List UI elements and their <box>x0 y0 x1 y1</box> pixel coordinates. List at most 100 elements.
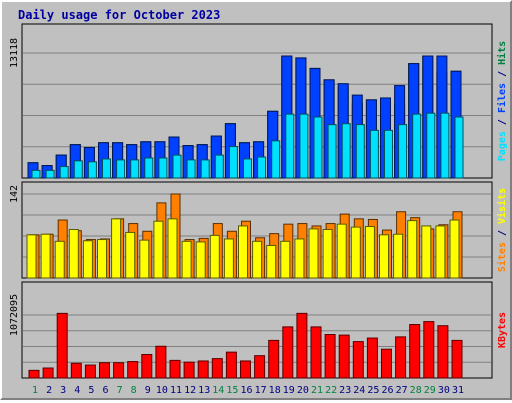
bar-kbytes-19 <box>282 326 294 379</box>
bar-visits-16 <box>238 225 248 279</box>
axis-max-label-hits_files_pages: 13118 <box>9 38 20 68</box>
bar-kbytes-18 <box>268 339 280 379</box>
legend-part-kbytes-0: KBytes <box>497 312 508 348</box>
bar-kbytes-13 <box>197 360 209 379</box>
legend-part-sites_visits-2: Visits <box>496 188 508 224</box>
bar-visits-17 <box>252 240 263 279</box>
bar-kbytes-2 <box>42 367 54 379</box>
bar-visits-2 <box>40 233 51 279</box>
bar-hits-2 <box>45 169 55 179</box>
day-label-14: 14 <box>212 385 224 396</box>
day-label-11: 11 <box>170 385 182 396</box>
day-label-17: 17 <box>255 385 267 396</box>
bar-hits-17 <box>257 156 267 179</box>
bar-visits-19 <box>280 240 291 279</box>
day-label-10: 10 <box>156 385 168 396</box>
day-label-9: 9 <box>145 385 151 396</box>
bar-visits-24 <box>350 226 361 279</box>
bar-kbytes-23 <box>338 334 350 379</box>
day-label-5: 5 <box>88 385 94 396</box>
day-label-4: 4 <box>74 385 80 396</box>
bar-hits-31 <box>454 116 464 179</box>
day-label-19: 19 <box>283 385 295 396</box>
day-label-12: 12 <box>184 385 196 396</box>
bar-kbytes-27 <box>395 336 407 379</box>
bar-hits-18 <box>271 140 281 179</box>
bar-visits-5 <box>82 240 93 279</box>
day-label-26: 26 <box>381 385 393 396</box>
bar-kbytes-4 <box>70 362 82 379</box>
bar-hits-4 <box>73 160 83 179</box>
day-label-3: 3 <box>60 385 66 396</box>
day-label-21: 21 <box>311 385 323 396</box>
bar-kbytes-20 <box>296 312 308 379</box>
bar-visits-18 <box>266 244 277 279</box>
bar-visits-22 <box>322 228 333 279</box>
legend-part-hits_files_pages-2: Files <box>496 83 508 113</box>
bar-visits-28 <box>407 220 418 279</box>
bar-kbytes-6 <box>99 362 110 379</box>
bar-visits-12 <box>181 240 192 279</box>
daily-usage-chart: Daily usage for October 2023 13118Pages … <box>9 8 508 396</box>
bar-visits-10 <box>153 220 164 279</box>
bar-hits-12 <box>186 159 196 179</box>
day-label-1: 1 <box>32 385 38 396</box>
bar-kbytes-21 <box>310 326 322 379</box>
legend-part-sites_visits-1: / <box>497 224 508 242</box>
legend-part-hits_files_pages-3: / <box>497 65 508 83</box>
bar-kbytes-5 <box>84 364 96 379</box>
bar-visits-21 <box>308 228 319 279</box>
bar-hits-7 <box>116 159 126 179</box>
bar-visits-30 <box>435 225 446 279</box>
bar-hits-27 <box>398 124 408 179</box>
series-legend-kbytes: KBytes <box>497 312 508 348</box>
day-label-29: 29 <box>424 385 436 396</box>
bar-visits-29 <box>421 225 432 279</box>
bar-visits-3 <box>54 240 65 279</box>
series-legend-hits_files_pages: Pages / Files / Hits <box>496 41 508 161</box>
bar-hits-10 <box>158 157 168 179</box>
bar-hits-29 <box>426 112 436 179</box>
bar-visits-26 <box>379 234 389 279</box>
bar-hits-24 <box>355 124 365 179</box>
chart-title: Daily usage for October 2023 <box>18 8 220 22</box>
bar-hits-23 <box>341 123 351 179</box>
day-label-28: 28 <box>410 385 422 396</box>
day-label-16: 16 <box>240 385 252 396</box>
legend-part-hits_files_pages-0: Pages <box>497 131 508 161</box>
bar-visits-1 <box>26 234 37 279</box>
bar-kbytes-7 <box>113 362 125 379</box>
bar-kbytes-11 <box>169 359 181 379</box>
bar-visits-7 <box>111 218 122 279</box>
bar-hits-19 <box>285 113 295 179</box>
bar-hits-20 <box>299 113 309 179</box>
legend-part-hits_files_pages-1: / <box>497 113 508 131</box>
bar-hits-28 <box>412 113 422 179</box>
bar-hits-6 <box>102 158 111 179</box>
bar-kbytes-3 <box>56 312 68 379</box>
legend-part-sites_visits-0: Sites <box>496 242 508 272</box>
bar-kbytes-22 <box>324 334 336 379</box>
bar-kbytes-9 <box>141 353 153 379</box>
bar-kbytes-28 <box>409 324 421 379</box>
day-label-2: 2 <box>46 385 52 396</box>
bar-hits-13 <box>200 159 210 179</box>
bar-visits-23 <box>336 223 347 279</box>
bar-visits-9 <box>139 239 150 279</box>
bar-kbytes-29 <box>423 321 435 379</box>
bar-visits-20 <box>294 238 305 279</box>
bar-kbytes-12 <box>183 361 195 379</box>
bar-hits-16 <box>243 158 252 179</box>
day-label-15: 15 <box>226 385 238 396</box>
day-label-23: 23 <box>339 385 351 396</box>
bar-hits-8 <box>130 159 140 179</box>
bar-visits-13 <box>195 241 206 279</box>
day-label-24: 24 <box>353 385 365 396</box>
bar-hits-14 <box>214 154 224 179</box>
day-label-8: 8 <box>131 385 137 396</box>
bar-hits-1 <box>31 169 41 179</box>
bar-hits-25 <box>369 129 379 179</box>
bar-kbytes-1 <box>28 369 40 379</box>
bar-hits-5 <box>87 161 97 179</box>
bar-hits-9 <box>144 157 154 179</box>
